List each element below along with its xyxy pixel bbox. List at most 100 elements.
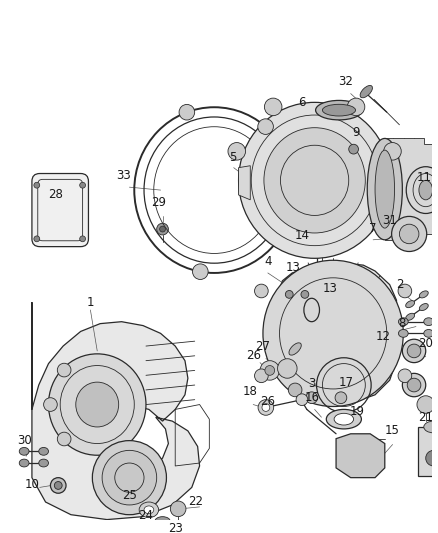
Text: 31: 31 [382, 214, 397, 227]
Text: 2: 2 [396, 278, 403, 291]
Ellipse shape [424, 421, 438, 433]
Ellipse shape [406, 301, 415, 308]
Text: 30: 30 [17, 434, 32, 447]
Text: 6: 6 [298, 96, 306, 109]
Text: 32: 32 [339, 75, 353, 88]
Text: 26: 26 [246, 349, 261, 362]
Polygon shape [270, 263, 396, 403]
Text: 21: 21 [418, 411, 433, 424]
Text: 20: 20 [418, 337, 433, 350]
Ellipse shape [254, 284, 268, 298]
Text: 27: 27 [255, 340, 270, 352]
Ellipse shape [39, 459, 49, 467]
Ellipse shape [407, 378, 421, 392]
Ellipse shape [144, 506, 154, 514]
Ellipse shape [335, 392, 347, 403]
Ellipse shape [424, 329, 434, 337]
Text: 8: 8 [399, 317, 406, 330]
Text: 11: 11 [416, 171, 431, 184]
Ellipse shape [159, 226, 166, 232]
Ellipse shape [424, 318, 434, 326]
Text: 1: 1 [87, 296, 94, 309]
Ellipse shape [50, 478, 66, 493]
Ellipse shape [367, 139, 403, 240]
Ellipse shape [360, 85, 372, 98]
Ellipse shape [349, 144, 358, 154]
Ellipse shape [92, 441, 166, 515]
Text: 5: 5 [229, 151, 237, 164]
Ellipse shape [306, 392, 318, 403]
Ellipse shape [19, 459, 29, 467]
Ellipse shape [316, 100, 362, 120]
Ellipse shape [265, 98, 282, 116]
Ellipse shape [399, 329, 408, 337]
Ellipse shape [419, 180, 433, 200]
Ellipse shape [179, 104, 194, 120]
Text: 12: 12 [375, 330, 390, 343]
Ellipse shape [102, 450, 157, 505]
Ellipse shape [426, 450, 438, 466]
Ellipse shape [228, 142, 246, 160]
Ellipse shape [155, 516, 170, 527]
Text: 29: 29 [151, 196, 166, 209]
Text: 19: 19 [350, 405, 365, 418]
Ellipse shape [289, 343, 301, 355]
FancyBboxPatch shape [418, 427, 438, 476]
Text: 3: 3 [308, 377, 315, 390]
Text: 33: 33 [116, 169, 131, 182]
Ellipse shape [398, 369, 412, 383]
Ellipse shape [44, 398, 57, 411]
Text: 15: 15 [385, 424, 400, 438]
Ellipse shape [34, 182, 40, 188]
Ellipse shape [170, 501, 186, 516]
Ellipse shape [39, 447, 49, 455]
Text: 22: 22 [188, 495, 203, 507]
Text: 16: 16 [304, 391, 319, 404]
Ellipse shape [262, 403, 270, 411]
Ellipse shape [403, 339, 426, 362]
Ellipse shape [258, 119, 273, 134]
Text: 28: 28 [48, 189, 63, 201]
Ellipse shape [384, 142, 401, 160]
Ellipse shape [278, 359, 297, 378]
Ellipse shape [419, 304, 428, 311]
Text: 9: 9 [352, 126, 359, 139]
Text: 4: 4 [264, 255, 272, 268]
Ellipse shape [263, 260, 403, 407]
Text: 18: 18 [243, 385, 258, 398]
Ellipse shape [286, 290, 293, 298]
Ellipse shape [334, 413, 353, 425]
Ellipse shape [80, 182, 85, 188]
Text: 26: 26 [260, 395, 276, 408]
Ellipse shape [288, 383, 302, 397]
Ellipse shape [419, 291, 428, 298]
Ellipse shape [239, 102, 391, 259]
Text: 23: 23 [168, 522, 183, 533]
Ellipse shape [406, 167, 438, 214]
Text: 10: 10 [25, 478, 39, 491]
Ellipse shape [80, 236, 85, 242]
Polygon shape [336, 434, 385, 478]
Ellipse shape [301, 290, 309, 298]
Ellipse shape [399, 318, 408, 326]
Ellipse shape [158, 531, 167, 533]
Text: 14: 14 [294, 229, 309, 243]
Ellipse shape [403, 373, 426, 397]
Text: 13: 13 [286, 261, 300, 273]
FancyBboxPatch shape [32, 174, 88, 247]
Ellipse shape [19, 447, 29, 455]
Text: 25: 25 [122, 489, 137, 502]
Ellipse shape [347, 98, 365, 116]
Polygon shape [32, 302, 200, 520]
Ellipse shape [322, 104, 356, 116]
Ellipse shape [139, 502, 159, 518]
Ellipse shape [375, 150, 395, 228]
Ellipse shape [76, 382, 119, 427]
Ellipse shape [34, 236, 40, 242]
Ellipse shape [407, 344, 421, 358]
Ellipse shape [57, 432, 71, 446]
Ellipse shape [258, 400, 274, 415]
Ellipse shape [399, 224, 419, 244]
Ellipse shape [398, 284, 412, 298]
Ellipse shape [392, 216, 427, 252]
